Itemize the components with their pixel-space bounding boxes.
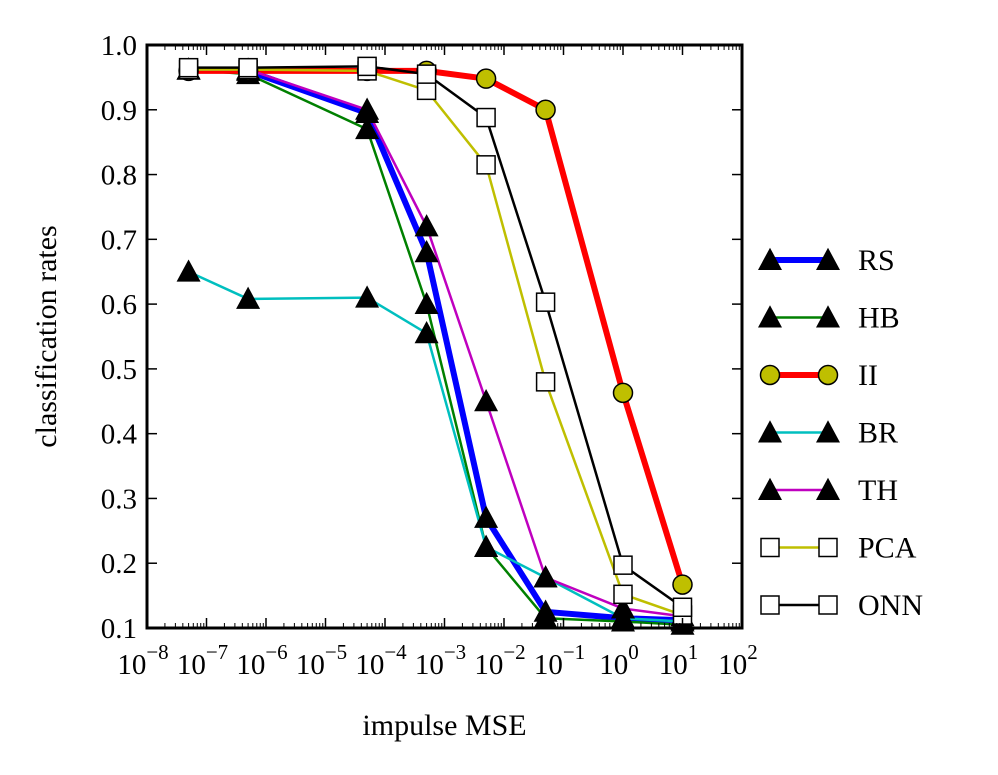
data-point-pca — [476, 155, 496, 175]
series-line-hb — [188, 68, 683, 627]
legend-marker — [757, 247, 783, 270]
y-tick-label: 0.7 — [101, 224, 137, 256]
y-axis-label: classification rates — [30, 225, 63, 447]
y-tick-labels: 0.1 0.2 0.3 0.4 0.5 0.6 0.7 0.8 0.9 1.0 — [101, 30, 138, 645]
axis-ticks — [146, 44, 743, 629]
data-point-rs — [414, 240, 439, 263]
legend-marker — [760, 595, 780, 615]
x-tick-label: 10−1 — [534, 640, 585, 681]
data-point-br — [414, 320, 439, 344]
legend-marker — [757, 305, 783, 328]
legend-label: ONN — [858, 589, 923, 622]
series-line-onn — [188, 65, 684, 609]
series-line-pca — [188, 68, 683, 617]
data-point-br — [176, 259, 201, 282]
y-tick-label: 0.9 — [101, 95, 137, 127]
x-tick-label: 10−4 — [355, 640, 407, 681]
data-point-th — [610, 596, 636, 619]
legend-marker — [815, 477, 841, 500]
data-point-onn — [535, 292, 556, 312]
data-point-ii — [535, 99, 556, 121]
legend-marker — [815, 247, 841, 270]
legend-item-ii: II — [759, 359, 878, 392]
legend-label: TH — [858, 474, 898, 507]
series-layer — [188, 65, 686, 627]
data-point-hb — [414, 291, 439, 315]
series-line-ii — [188, 67, 686, 586]
x-tick-label: 100 — [599, 640, 639, 681]
x-tick-label: 102 — [718, 640, 758, 681]
x-tick-labels: 10−8 10−7 10−6 10−5 10−4 10−3 10−2 10−1 100 101 10… — [117, 640, 757, 681]
y-tick-label: 0.8 — [101, 160, 137, 192]
legend-label: RS — [858, 244, 895, 277]
legend-marker — [757, 477, 783, 500]
data-point-onn — [672, 597, 693, 618]
marker-layer — [176, 56, 695, 635]
y-tick-label: 1.0 — [101, 30, 137, 62]
legend-marker — [815, 305, 841, 328]
legend-marker — [818, 595, 838, 615]
data-point-pca — [416, 80, 437, 101]
series-line-th — [188, 68, 683, 618]
data-point-rs — [474, 505, 499, 528]
data-point-onn — [178, 57, 199, 78]
legend-label: HB — [858, 302, 900, 335]
data-point-onn — [416, 64, 437, 84]
data-point-th — [355, 97, 380, 120]
data-point-br — [355, 285, 380, 308]
y-tick-label: 0.5 — [101, 354, 137, 386]
y-tick-label: 0.3 — [101, 483, 137, 515]
legend-marker — [817, 364, 839, 386]
x-tick-label: 10−7 — [177, 640, 228, 681]
legend-label: II — [858, 359, 878, 392]
series-line-br — [188, 270, 683, 623]
data-point-th — [533, 565, 558, 588]
data-point-onn — [357, 56, 377, 77]
x-tick-label: 10−2 — [474, 640, 525, 681]
x-tick-label: 10−5 — [296, 640, 347, 681]
x-tick-label: 10−3 — [415, 640, 466, 681]
data-point-hb — [355, 116, 380, 140]
legend-item-pca: PCA — [760, 532, 917, 565]
data-point-br — [236, 286, 261, 309]
legend-item-rs: RS — [757, 244, 895, 277]
data-point-pca — [613, 584, 633, 605]
data-point-pca — [535, 372, 556, 392]
data-point-ii — [672, 574, 693, 595]
y-tick-label: 0.4 — [101, 419, 138, 451]
x-tick-label: 10−6 — [236, 640, 287, 681]
series-line-rs — [188, 66, 683, 624]
legend-item-th: TH — [757, 474, 898, 507]
legend-label: PCA — [858, 532, 917, 565]
y-tick-label: 0.2 — [101, 548, 137, 580]
data-point-onn — [238, 57, 258, 78]
legend-label: BR — [858, 417, 898, 450]
legend-marker — [759, 364, 781, 386]
legend-marker — [760, 537, 780, 558]
data-point-onn — [476, 107, 496, 128]
legend-item-onn: ONN — [760, 589, 923, 622]
x-axis-label: impulse MSE — [362, 709, 526, 742]
data-point-th — [474, 389, 499, 412]
data-point-ii — [475, 68, 497, 89]
y-tick-label: 0.6 — [101, 289, 137, 321]
legend: RS HB II BR TH PCA ONN — [757, 244, 923, 622]
x-tick-label: 10−8 — [117, 640, 168, 681]
legend-marker — [757, 420, 783, 443]
x-tick-label: 101 — [659, 640, 699, 681]
y-tick-label: 0.1 — [101, 613, 137, 645]
data-point-th — [414, 214, 439, 237]
legend-item-hb: HB — [757, 302, 900, 335]
legend-marker — [815, 420, 841, 443]
data-point-ii — [612, 382, 634, 404]
data-point-onn — [613, 555, 633, 575]
data-point-br — [474, 534, 499, 557]
legend-item-br: BR — [757, 417, 898, 450]
legend-marker — [818, 537, 838, 558]
